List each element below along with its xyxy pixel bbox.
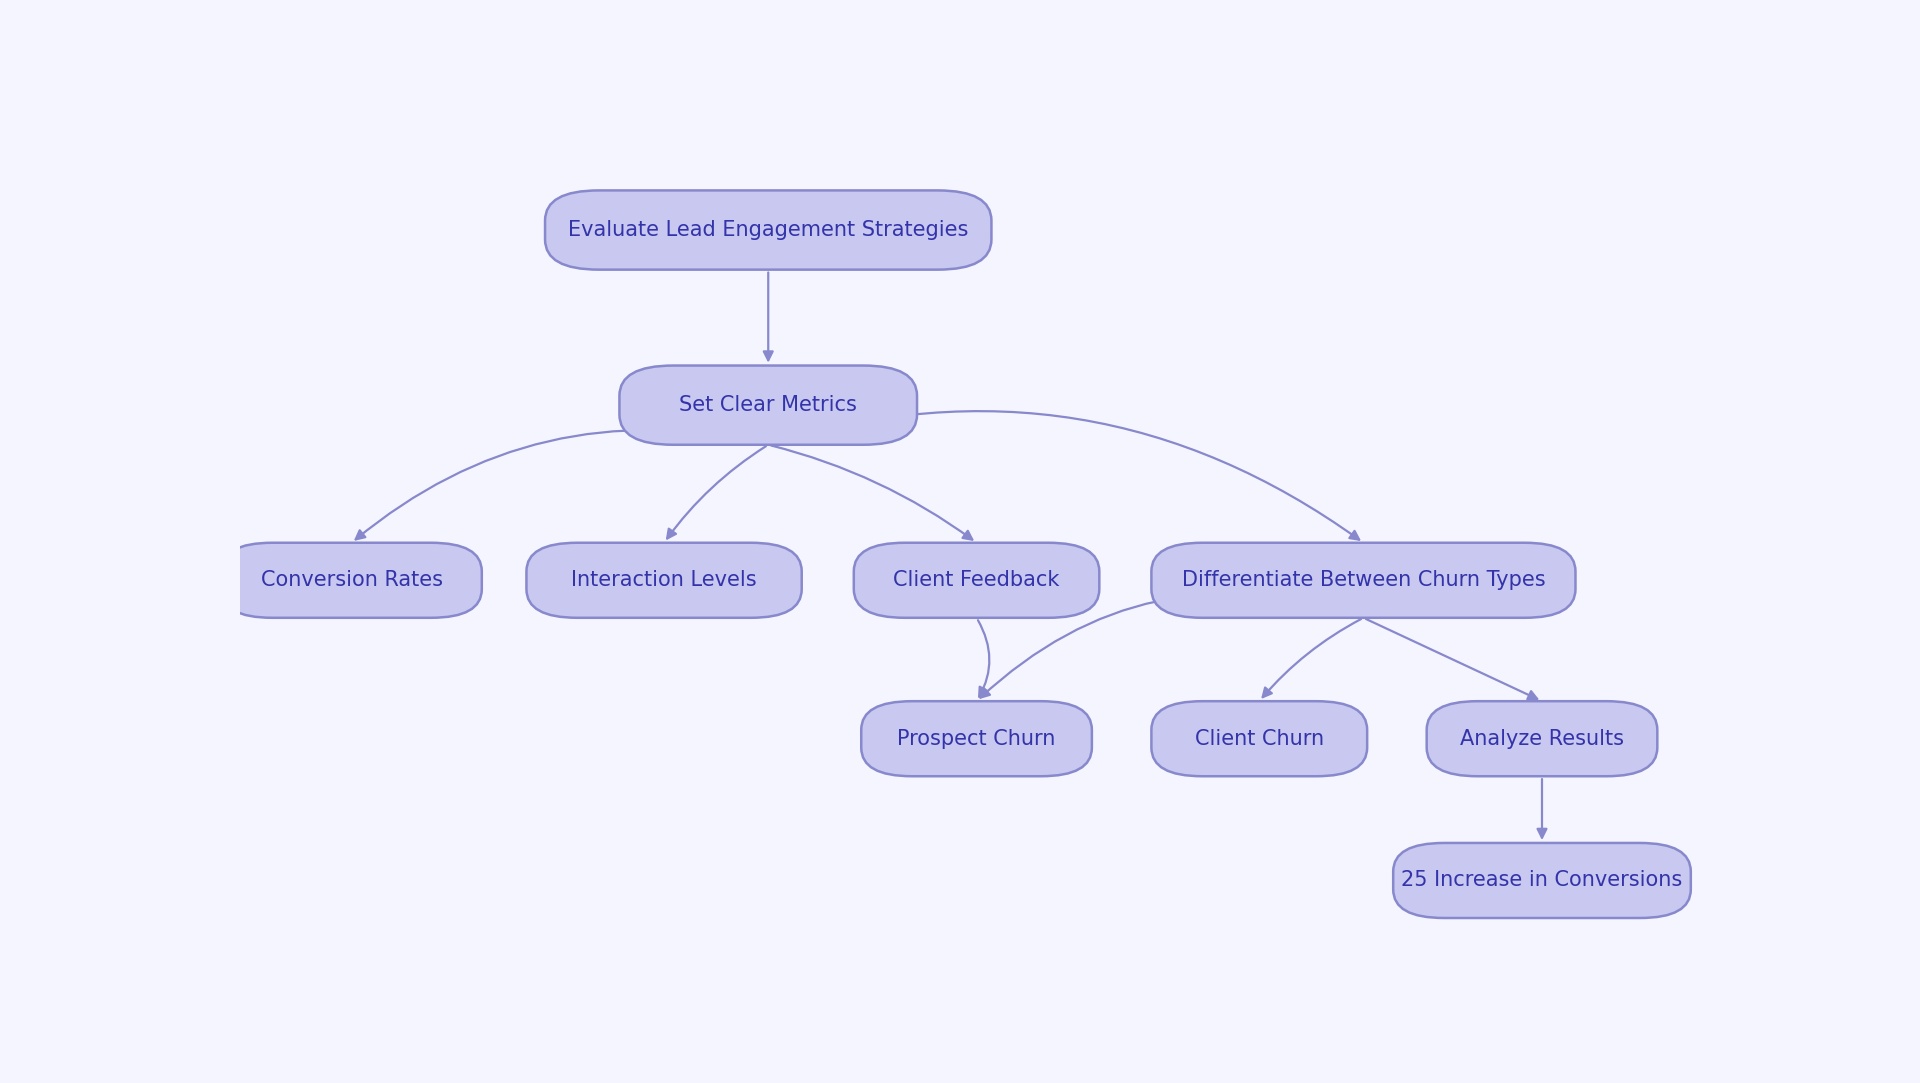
FancyBboxPatch shape bbox=[1152, 543, 1576, 617]
Text: Conversion Rates: Conversion Rates bbox=[261, 571, 444, 590]
FancyBboxPatch shape bbox=[545, 191, 991, 270]
Text: 25 Increase in Conversions: 25 Increase in Conversions bbox=[1402, 871, 1682, 890]
Text: Analyze Results: Analyze Results bbox=[1459, 729, 1624, 748]
Text: Differentiate Between Churn Types: Differentiate Between Churn Types bbox=[1181, 571, 1546, 590]
FancyBboxPatch shape bbox=[862, 701, 1092, 777]
FancyBboxPatch shape bbox=[221, 543, 482, 617]
FancyBboxPatch shape bbox=[526, 543, 803, 617]
FancyBboxPatch shape bbox=[620, 366, 918, 445]
FancyBboxPatch shape bbox=[1152, 701, 1367, 777]
Text: Client Churn: Client Churn bbox=[1194, 729, 1325, 748]
Text: Prospect Churn: Prospect Churn bbox=[897, 729, 1056, 748]
Text: Evaluate Lead Engagement Strategies: Evaluate Lead Engagement Strategies bbox=[568, 220, 968, 240]
Text: Interaction Levels: Interaction Levels bbox=[572, 571, 756, 590]
Text: Client Feedback: Client Feedback bbox=[893, 571, 1060, 590]
FancyBboxPatch shape bbox=[854, 543, 1100, 617]
Text: Set Clear Metrics: Set Clear Metrics bbox=[680, 395, 856, 415]
FancyBboxPatch shape bbox=[1394, 843, 1692, 918]
FancyBboxPatch shape bbox=[1427, 701, 1657, 777]
